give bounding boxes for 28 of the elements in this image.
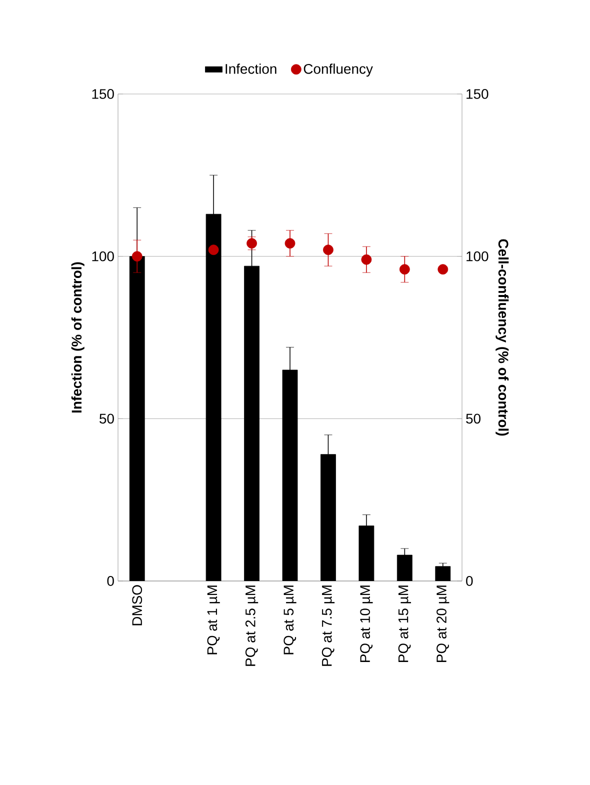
y-tick-label: 0	[107, 576, 114, 586]
y2-tick-label: 150	[466, 89, 488, 99]
point	[284, 238, 296, 249]
point	[323, 244, 334, 256]
x-tick-label: PQ at 15 µM	[398, 586, 411, 662]
y-tick-label: 100	[92, 251, 114, 262]
x-tick-label: PQ at 10 µM	[360, 586, 373, 662]
y-axis-title: Infection (% of control)	[71, 262, 84, 412]
y2-tick-label: 50	[466, 414, 480, 424]
point	[361, 254, 372, 265]
point	[132, 251, 142, 262]
y-tick-label: 50	[100, 414, 114, 424]
legend-label: Infection	[226, 64, 276, 74]
x-tick-label: PQ at 5 µM	[284, 586, 296, 654]
x-tick-label: PQ at 1 µM	[207, 586, 220, 654]
legend-label: Confluency	[304, 64, 373, 77]
x-tick-label: PQ at 20 µM	[436, 586, 450, 662]
y2-axis-title: Cell-confluency (% of control)	[496, 239, 509, 436]
x-tick-label: DMSO	[132, 585, 142, 626]
y-tick-label: 150	[92, 89, 114, 99]
x-tick-label: PQ at 2.5 µM	[245, 586, 258, 666]
y2-tick-label: 0	[466, 576, 473, 586]
point	[399, 264, 410, 275]
y2-tick-label: 100	[466, 251, 488, 262]
point	[246, 238, 257, 249]
point	[208, 244, 219, 256]
x-tick-label: PQ at 7.5 µM	[322, 586, 335, 666]
point	[438, 264, 448, 275]
